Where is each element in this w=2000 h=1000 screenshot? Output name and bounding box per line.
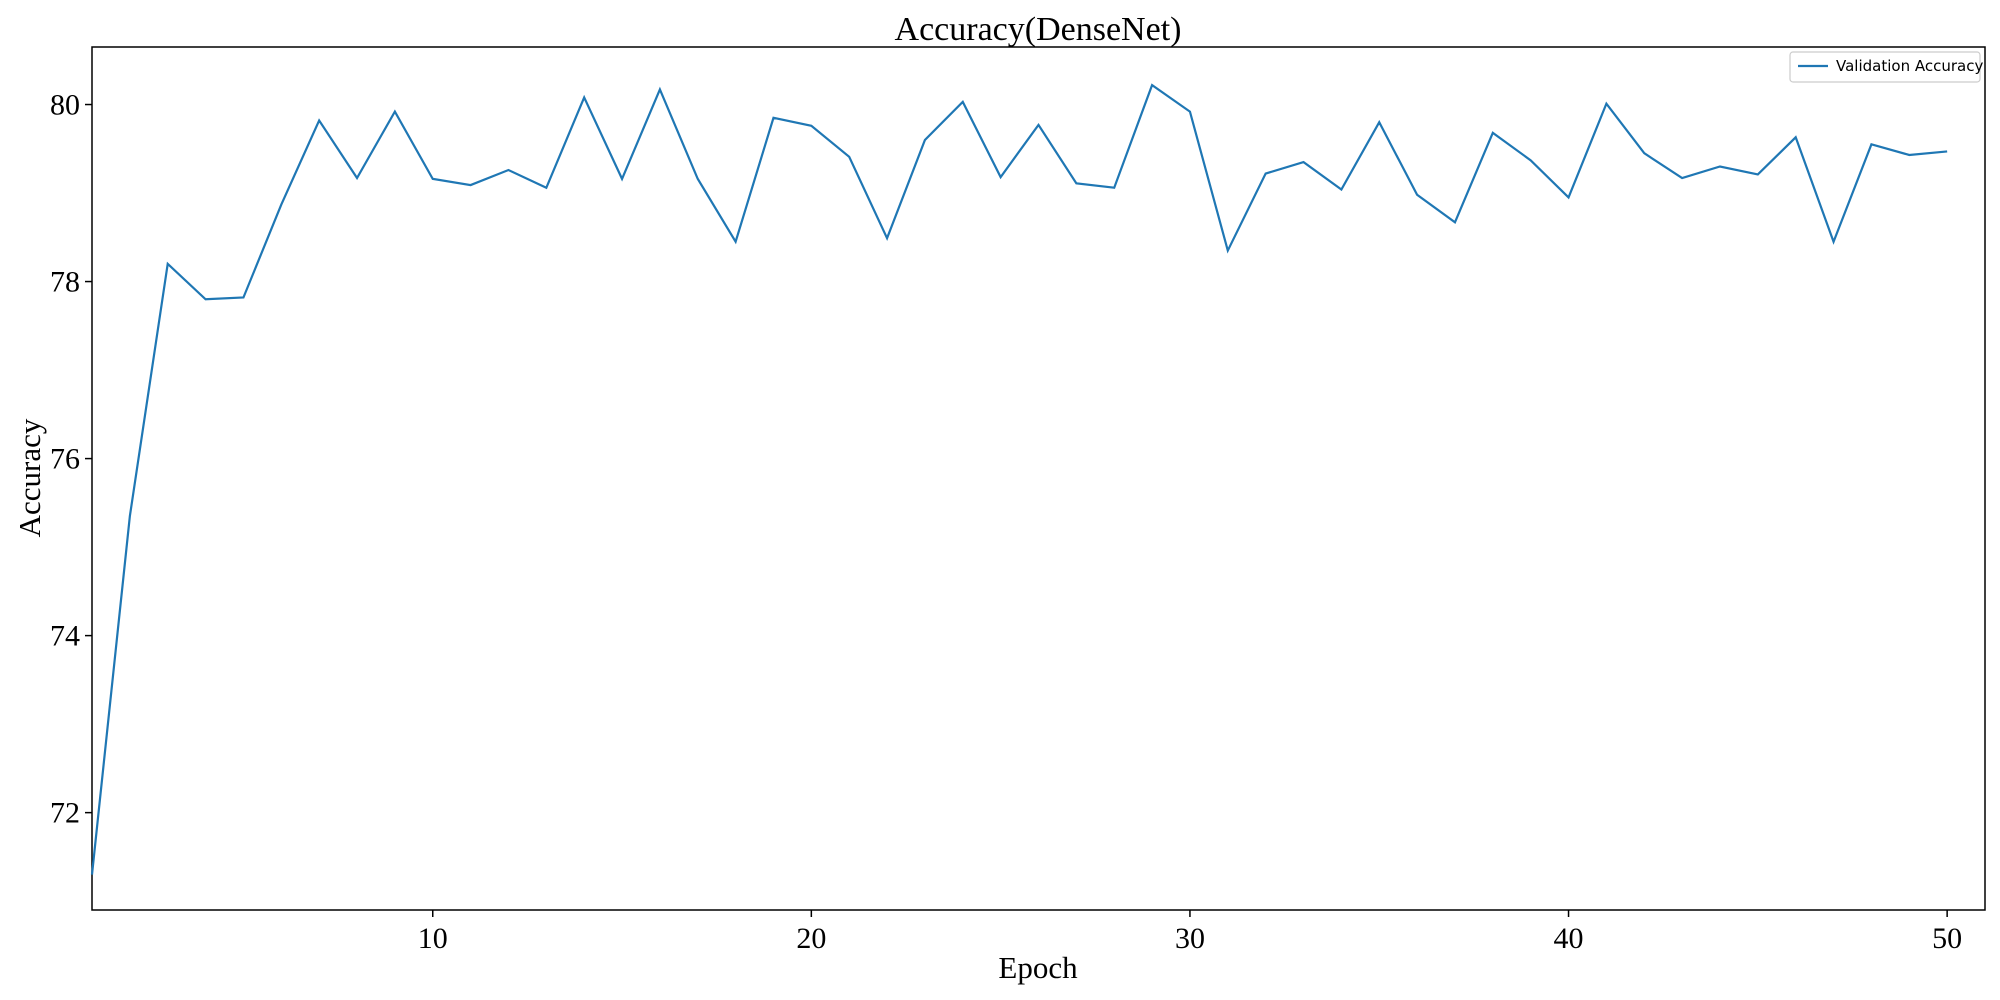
x-tick-label: 40 bbox=[1554, 922, 1584, 955]
data-points bbox=[92, 85, 1947, 875]
y-tick-label: 74 bbox=[50, 620, 80, 653]
x-tick-label: 20 bbox=[796, 922, 826, 955]
x-tick-label: 30 bbox=[1175, 922, 1205, 955]
legend: Validation Accuracy bbox=[1789, 51, 1983, 83]
x-axis-ticks: 10 20 30 40 50 bbox=[418, 910, 1962, 955]
y-axis-ticks: 72 74 76 78 80 bbox=[50, 89, 92, 830]
y-tick-label: 76 bbox=[50, 443, 80, 476]
x-tick-label: 50 bbox=[1932, 922, 1962, 955]
legend-label: Validation Accuracy bbox=[1836, 57, 1983, 75]
y-axis-label: Accuracy bbox=[12, 418, 47, 537]
x-tick-label: 10 bbox=[418, 922, 448, 955]
legend-box bbox=[1789, 51, 1981, 83]
x-axis-label: Epoch bbox=[998, 950, 1078, 985]
chart-title: Accuracy(DenseNet) bbox=[895, 11, 1182, 48]
y-tick-label: 78 bbox=[50, 266, 80, 299]
y-tick-label: 72 bbox=[50, 797, 80, 830]
y-tick-label: 80 bbox=[50, 89, 80, 122]
validation-accuracy-line bbox=[90, 83, 1948, 875]
plot-area-frame bbox=[91, 46, 1986, 911]
